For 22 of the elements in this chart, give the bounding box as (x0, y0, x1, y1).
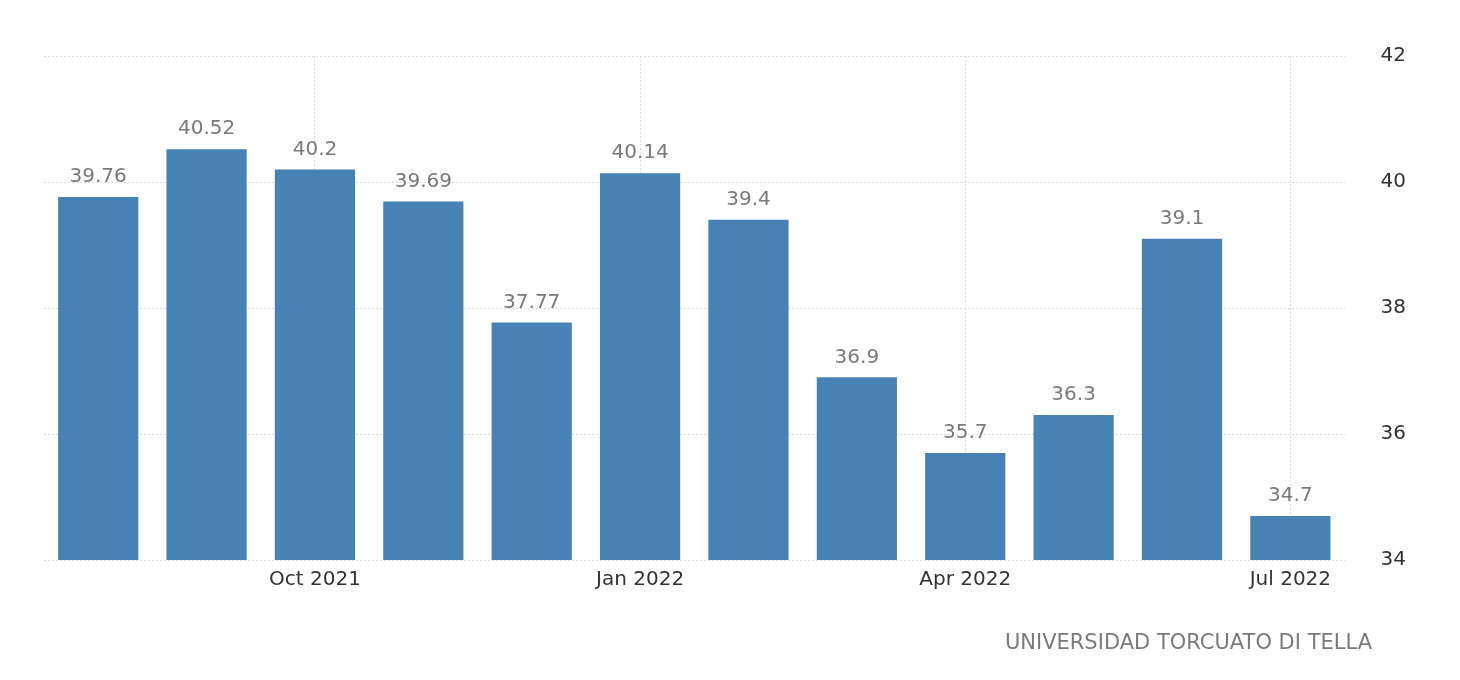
data-label: 36.9 (834, 343, 880, 368)
x-tick-label: Jan 2022 (594, 566, 685, 591)
y-tick-label: 34 (1380, 546, 1406, 571)
data-label: 37.77 (503, 288, 561, 313)
y-tick-label: 36 (1380, 420, 1406, 445)
x-tick-label: Jul 2022 (1247, 566, 1332, 591)
data-label: 39.1 (1159, 204, 1205, 229)
text: UNIVERSIDAD TORCUATO DI TELLA (1004, 630, 1372, 654)
data-label: 39.4 (726, 186, 771, 210)
y-tick-label: 38 (1380, 294, 1406, 319)
data-label: 36.3 (1051, 381, 1096, 406)
x-tick-label: Oct 2021 (269, 566, 361, 591)
data-label: 40.52 (177, 115, 236, 140)
data-label: 39.69 (394, 167, 452, 192)
data-label: 35.7 (942, 419, 988, 444)
data-label: 40.14 (611, 139, 669, 164)
data-label: 39.76 (69, 163, 127, 188)
x-tick-label: Apr 2022 (919, 566, 1012, 591)
y-tick-label: 42 (1380, 42, 1406, 67)
y-tick-label: 40 (1380, 168, 1406, 193)
data-label: 40.2 (292, 135, 338, 160)
data-label: 34.7 (1268, 482, 1313, 507)
